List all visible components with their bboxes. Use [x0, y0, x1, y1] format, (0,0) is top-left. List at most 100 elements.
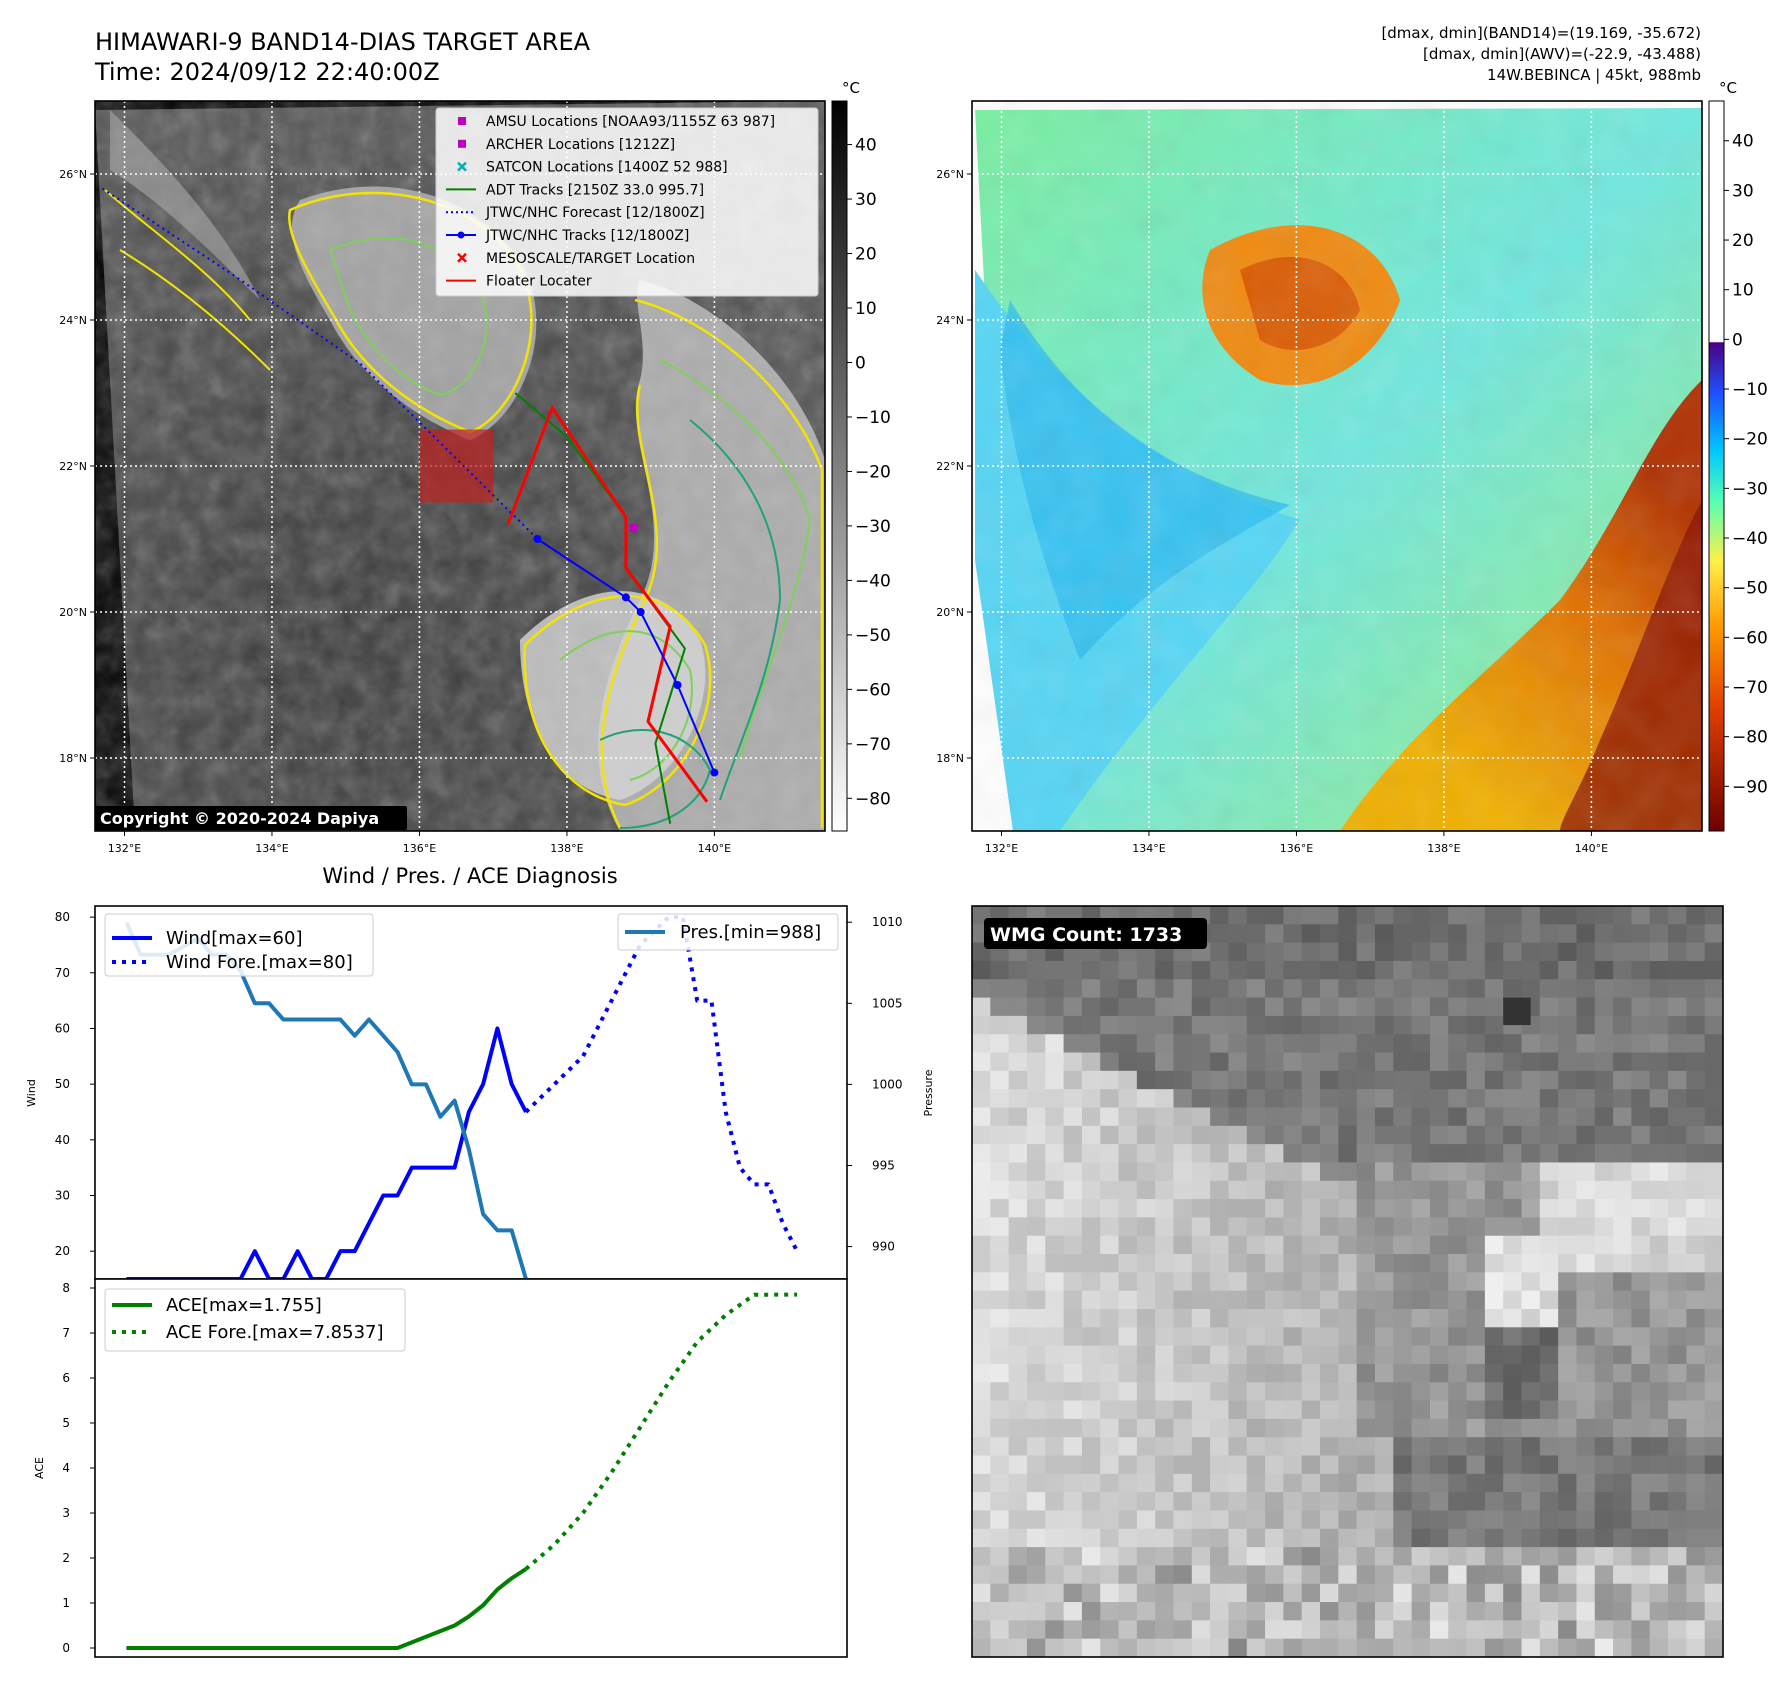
- wind-axis-label: Wind: [25, 1079, 38, 1107]
- copyright-box: [95, 806, 407, 830]
- wind-ticks: 80 70 60 50 40 30 20: [55, 910, 95, 1258]
- pressure-legend-label: Pres.[min=988]: [680, 922, 821, 943]
- colorbar-ir-tick-label: −70: [855, 735, 891, 755]
- lat-tick-label: 22°N: [59, 460, 87, 473]
- ace-series-lines: [126, 1292, 798, 1650]
- ace-tick-label: 0: [62, 1641, 70, 1655]
- storm-tracks: [101, 187, 719, 824]
- pressure-tick-label: 1000: [872, 1077, 903, 1091]
- contour-green-north: [328, 237, 488, 397]
- colorbar-awv-tick-label: −80: [1732, 728, 1768, 748]
- info-storm: 14W.BEBINCA | 45kt, 988mb: [1487, 66, 1701, 84]
- contour-yellow-west: [104, 189, 271, 371]
- wind-tick-label: 30: [55, 1188, 70, 1202]
- floater-track-line: [506, 404, 709, 803]
- jtwc-track-point: [673, 681, 682, 689]
- colorbar-awv-tick-label: 30: [1732, 181, 1754, 201]
- colorbar-ir-tick-label: −80: [855, 789, 891, 809]
- diagnosis-title: Wind / Pres. / ACE Diagnosis: [322, 864, 617, 888]
- colorbar-awv-tick-label: −60: [1732, 628, 1768, 648]
- colorbar-awv-tick-label: 0: [1732, 330, 1743, 350]
- colorbar-ir-tick-label: 10: [855, 299, 877, 319]
- lon-tick-label: 136°E: [1280, 842, 1313, 855]
- colorbar-ir-tick-label: −30: [855, 517, 891, 537]
- jtwc-track-point: [710, 768, 719, 777]
- series-wind-forecast-line: [524, 915, 799, 1253]
- legend-label: Floater Locater: [486, 274, 592, 290]
- lat-tick-label: 26°N: [59, 168, 87, 181]
- ace-tick-label: 7: [62, 1326, 70, 1340]
- ace-tick-label: 4: [62, 1461, 70, 1475]
- colorbar-awv-unit: °C: [1719, 79, 1737, 97]
- colorbar-ir-tick-label: −60: [855, 680, 891, 700]
- wmg-count-text: WMG Count: 1733: [990, 924, 1182, 946]
- ace-legend-label: ACE Fore.[max=7.8537]: [166, 1322, 384, 1343]
- colorbar-awv-tick-label: −50: [1732, 579, 1768, 599]
- legend-label: MESOSCALE/TARGET Location: [486, 251, 695, 267]
- pressure-legend: Pres.[min=988]: [617, 913, 839, 951]
- ace-tick-label: 1: [62, 1596, 70, 1610]
- lat-tick-label: 20°N: [936, 606, 964, 619]
- contour-green-south: [559, 630, 693, 781]
- wind-tick-label: 70: [55, 966, 70, 980]
- lat-tick-label: 24°N: [936, 314, 964, 327]
- colorbar-awv: [1708, 100, 1725, 832]
- colorbar-ir-ticks: 40 30 20 10 0 −10 −20 −30 −40 −50 −60 −70 −80: [847, 136, 891, 809]
- wind-legend-box: [104, 913, 374, 977]
- pressure-ticks: 1010 1005 1000 995 990: [847, 915, 903, 1254]
- map-axis-labels: 132°E 134°E 136°E 138°E 140°E 26°N 24°N 22°N 20°…: [59, 168, 731, 855]
- ace-legend: ACE[max=1.755] ACE Fore.[max=7.8537]: [104, 1288, 406, 1352]
- pressure-tick-label: 995: [872, 1158, 895, 1172]
- jtwc-track-point: [636, 608, 645, 616]
- ir-map-panel: 132°E 134°E 136°E 138°E 140°E26°N24°N22°N20°…: [59, 79, 891, 855]
- pressure-axis-label: Pressure: [922, 1069, 935, 1116]
- wind-legend-label: Wind Fore.[max=80]: [166, 952, 353, 973]
- awv-axis-labels: 132°E 134°E 136°E 138°E 140°E 26°N 24°N 22°N 20°…: [936, 168, 1608, 855]
- ace-tick-label: 8: [62, 1281, 70, 1295]
- wind-tick-label: 50: [55, 1077, 70, 1091]
- lon-tick-label: 140°E: [1575, 842, 1608, 855]
- info-band14: [dmax, dmin](BAND14)=(19.169, -35.672): [1381, 24, 1701, 42]
- jtwc-track-point: [533, 535, 542, 543]
- colorbar-ir-tick-label: −50: [855, 626, 891, 646]
- cloud-northwest: [110, 110, 260, 300]
- lat-tick-label: 18°N: [59, 752, 87, 765]
- lon-tick-label: 134°E: [255, 842, 288, 855]
- lat-tick-label: 24°N: [59, 314, 87, 327]
- legend-label: ADT Tracks [2150Z 33.0 995.7]: [486, 182, 704, 198]
- colorbar-ir-tick-label: 20: [855, 245, 877, 265]
- lat-tick-label: 22°N: [936, 460, 964, 473]
- ace-tick-label: 3: [62, 1506, 70, 1520]
- legend-label: AMSU Locations [NOAA93/1155Z 63 987]: [486, 114, 775, 130]
- figure-time: Time: 2024/09/12 22:40:00Z: [94, 58, 440, 86]
- wind-tick-label: 60: [55, 1021, 70, 1035]
- ace-legend-label: ACE[max=1.755]: [166, 1295, 322, 1316]
- colorbar-awv-ticks: 40 30 20 10 0 −10 −20 −30 −40 −50 −60 −70 −80 −90: [1724, 132, 1768, 797]
- colorbar-awv-tick-label: 10: [1732, 281, 1754, 301]
- pressure-tick-label: 1010: [872, 915, 903, 929]
- wind-pressure-panel: Wind / Pres. / ACE Diagnosis Wind Pressu…: [25, 864, 935, 1281]
- wmg-dark-pixel: [1503, 997, 1531, 1026]
- pressure-legend-box: [617, 913, 839, 951]
- legend-label: JTWC/NHC Tracks [12/1800Z]: [485, 228, 689, 244]
- colorbar-awv-tick-label: −40: [1732, 529, 1768, 549]
- ace-tick-label: 6: [62, 1371, 70, 1385]
- lat-tick-label: 20°N: [59, 606, 87, 619]
- lon-tick-label: 132°E: [985, 842, 1018, 855]
- colorbar-ir-unit: °C: [842, 79, 860, 97]
- contour-teal-east: [689, 419, 782, 801]
- colorbar-awv-tick-label: 40: [1732, 132, 1754, 152]
- wmg-panel: WMG Count: 1733: [971, 905, 1724, 1658]
- ace-tick-label: 5: [62, 1416, 70, 1430]
- lon-tick-label: 140°E: [698, 842, 731, 855]
- figure-title: HIMAWARI-9 BAND14-DIAS TARGET AREA: [95, 28, 591, 56]
- colorbar-awv-tick-label: 20: [1732, 231, 1754, 251]
- wind-tick-label: 20: [55, 1244, 70, 1258]
- awv-texture: [975, 108, 1702, 831]
- lon-tick-label: 138°E: [550, 842, 583, 855]
- wmg-count-box: [984, 918, 1207, 949]
- contour-green-east: [659, 359, 812, 761]
- colorbar-awv-tick-label: −70: [1732, 678, 1768, 698]
- lat-tick-label: 18°N: [936, 752, 964, 765]
- legend-x-marker: [457, 252, 467, 263]
